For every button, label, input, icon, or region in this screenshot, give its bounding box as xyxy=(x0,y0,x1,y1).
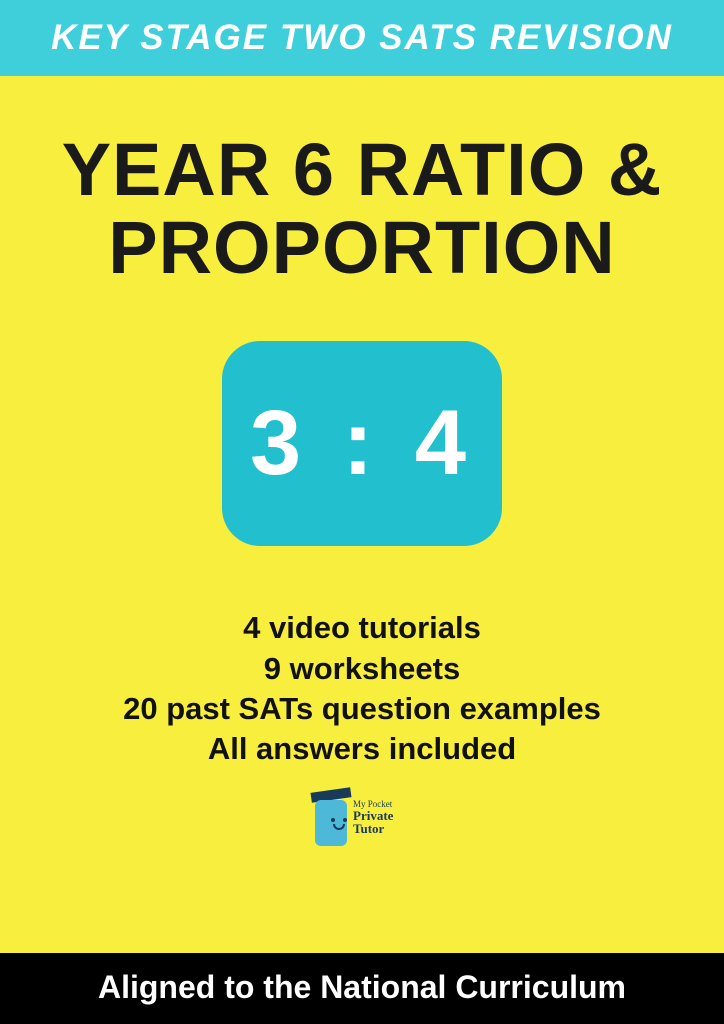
logo-line-2: Private xyxy=(353,809,393,822)
header-banner-text: KEY STAGE TWO SATS REVISION xyxy=(10,18,714,58)
ratio-text: 3 : 4 xyxy=(250,391,474,496)
features-list: 4 video tutorials 9 worksheets 20 past S… xyxy=(0,608,724,769)
brand-logo: My Pocket Private Tutor xyxy=(0,792,724,857)
phone-mascot-icon xyxy=(315,800,347,846)
feature-item: 4 video tutorials xyxy=(0,608,724,648)
footer-banner: Aligned to the National Curriculum xyxy=(0,953,724,1024)
footer-text: Aligned to the National Curriculum xyxy=(10,969,714,1006)
main-title: YEAR 6 RATIO & PROPORTION xyxy=(0,131,724,286)
logo-line-3: Tutor xyxy=(353,822,393,835)
logo-text: My Pocket Private Tutor xyxy=(353,800,393,835)
feature-item: 20 past SATs question examples xyxy=(0,689,724,729)
ratio-badge: 3 : 4 xyxy=(222,341,502,546)
header-banner: KEY STAGE TWO SATS REVISION xyxy=(0,0,724,76)
feature-item: 9 worksheets xyxy=(0,649,724,689)
title-line-1: YEAR 6 RATIO & xyxy=(30,131,694,209)
feature-item: All answers included xyxy=(0,729,724,769)
title-line-2: PROPORTION xyxy=(30,209,694,287)
